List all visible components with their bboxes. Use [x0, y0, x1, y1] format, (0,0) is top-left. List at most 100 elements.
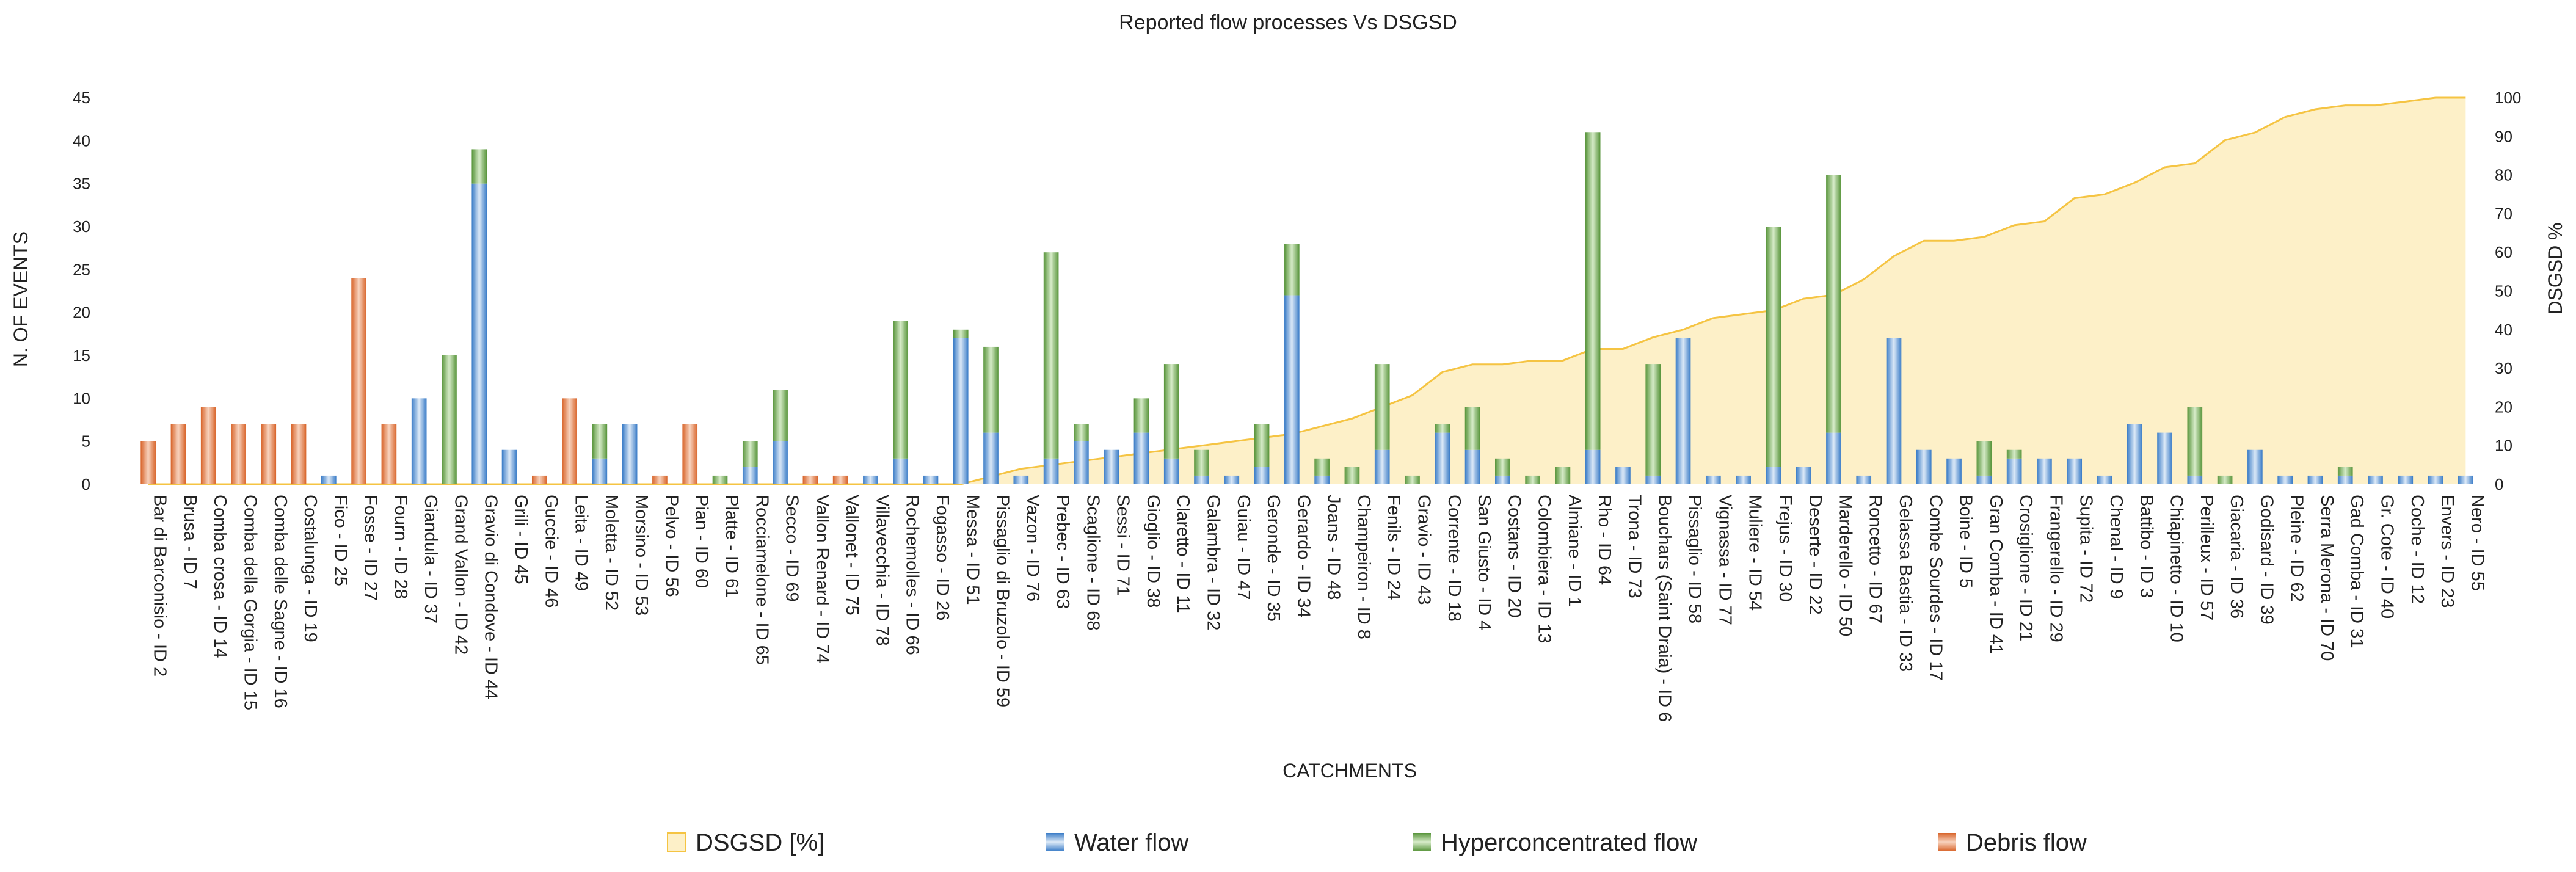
y2-tick-label: 90 [2495, 127, 2512, 145]
category-label: Pissaglio di Bruzolo - ID 59 [993, 495, 1013, 707]
water-flow-bar [1133, 432, 1149, 484]
category-label: Bar di Barconisio - ID 2 [150, 495, 170, 677]
category-label: Supita - ID 72 [2076, 495, 2096, 603]
legend-label: Hyperconcentrated flow [1441, 829, 1697, 856]
category-label: Fogasso - ID 26 [933, 495, 952, 620]
water-flow-bar [1826, 432, 1841, 484]
category-label: Gr. Cote - ID 40 [2378, 495, 2397, 619]
category-label: Costans - ID 20 [1504, 495, 1524, 617]
water-flow-bar [2337, 475, 2353, 484]
category-label: Vazon - ID 76 [1023, 495, 1042, 601]
category-label: Vallonet - ID 75 [842, 495, 862, 616]
category-label: Gioglio - ID 38 [1143, 495, 1163, 608]
water-flow-bar [1766, 467, 1781, 484]
category-label: Giandula - ID 37 [421, 495, 440, 623]
y2-axis-title: DSGSD % [2544, 222, 2566, 314]
category-label: Fico - ID 25 [330, 495, 350, 586]
category-label: Rochemolles - ID 66 [903, 495, 922, 655]
category-label: Vallon Renard - ID 74 [812, 495, 832, 664]
hyperconcentrated-flow-bar [1826, 175, 1841, 433]
category-label: Combe Sourdes - ID 17 [1926, 495, 1945, 681]
category-label: Frejus - ID 30 [1775, 495, 1795, 602]
water-flow-bar [1705, 475, 1721, 484]
category-label: Fenils - ID 24 [1384, 495, 1403, 600]
water-flow-bar [1495, 475, 1510, 484]
water-flow-bar [1074, 441, 1089, 484]
water-flow-bar [471, 183, 487, 484]
y-tick-label: 5 [82, 432, 90, 451]
water-flow-bar [773, 441, 788, 484]
y-tick-label: 10 [73, 389, 90, 407]
water-flow-bar [501, 449, 517, 484]
water-flow-bar [2398, 475, 2414, 484]
legend-swatch [667, 832, 686, 852]
water-flow-bar [1796, 467, 1811, 484]
debris-flow-bar [802, 475, 818, 484]
bar-layer [140, 132, 2473, 484]
category-label: Grili - ID 45 [511, 495, 531, 584]
hyperconcentrated-flow-bar [1133, 398, 1149, 433]
water-flow-bar [2368, 475, 2383, 484]
water-flow-bar [983, 432, 999, 484]
category-label: Almiane - ID 1 [1565, 495, 1584, 607]
hyperconcentrated-flow-bar [953, 329, 969, 338]
hyperconcentrated-flow-bar [1284, 244, 1300, 296]
category-label: Boine - ID 5 [1956, 495, 1976, 588]
category-label: Trona - ID 73 [1625, 495, 1644, 598]
water-flow-bar [1675, 338, 1691, 484]
hyperconcentrated-flow-bar [592, 424, 608, 459]
water-flow-bar [1194, 475, 1209, 484]
category-label: Colombiera - ID 13 [1535, 495, 1554, 643]
debris-flow-bar [170, 424, 186, 484]
hyperconcentrated-flow-bar [1314, 458, 1330, 476]
hyperconcentrated-flow-bar [2337, 467, 2353, 476]
hyperconcentrated-flow-bar [893, 321, 909, 459]
x-axis-title: CATCHMENTS [1283, 760, 1417, 782]
debris-flow-bar [832, 475, 848, 484]
legend: DSGSD [%] Water flow Hyperconcentrated flo… [667, 829, 2087, 856]
legend-swatch [1413, 833, 1431, 851]
water-flow-bar [1163, 458, 1179, 484]
hyperconcentrated-flow-bar [1194, 449, 1209, 476]
category-label: Vignassa - ID 77 [1715, 495, 1734, 625]
category-label: Pissaglio - ID 58 [1685, 495, 1705, 623]
category-label: Morsino - ID 53 [631, 495, 651, 616]
category-label: Sessi - ID 71 [1113, 495, 1133, 596]
y2-tick-label: 10 [2495, 437, 2512, 455]
y2-tick-label: 80 [2495, 166, 2512, 184]
category-label: Perilleux - ID 57 [2197, 495, 2216, 620]
y2-tick-label: 50 [2495, 282, 2512, 300]
water-flow-bar [1284, 295, 1300, 484]
water-flow-bar [1976, 475, 1992, 484]
category-label: Scaglione - ID 68 [1083, 495, 1102, 630]
category-label: Prebec - ID 63 [1053, 495, 1072, 609]
hyperconcentrated-flow-bar [1525, 475, 1540, 484]
category-label: Gerardo - ID 34 [1293, 495, 1313, 617]
dsgsd-area-layer [148, 96, 2466, 485]
category-label: Pelvo - ID 56 [661, 495, 681, 597]
category-label: Gran Comba - ID 41 [1986, 495, 2006, 654]
category-label: Moletta - ID 52 [602, 495, 621, 611]
category-label: Claretto - ID 11 [1173, 495, 1193, 613]
category-label: Secco - ID 69 [782, 495, 802, 602]
water-flow-bar [1886, 338, 1902, 484]
category-label: San Giusto - ID 4 [1474, 495, 1494, 630]
legend-label: DSGSD [%] [696, 829, 824, 856]
water-flow-bar [1856, 475, 1872, 484]
category-label: Villavecchia - ID 78 [872, 495, 892, 646]
y2-tick-label: 0 [2495, 475, 2503, 493]
water-flow-bar [2458, 475, 2473, 484]
water-flow-bar [893, 458, 909, 484]
water-flow-bar [1224, 475, 1240, 484]
category-label: Deserte - ID 22 [1805, 495, 1825, 615]
hyperconcentrated-flow-bar [1163, 364, 1179, 459]
hyperconcentrated-flow-bar [471, 149, 487, 184]
hyperconcentrated-flow-bar [742, 441, 758, 467]
water-flow-bar [1916, 449, 1932, 484]
category-label: Pian - ID 60 [692, 495, 711, 588]
water-flow-bar [1254, 467, 1270, 484]
debris-flow-bar [652, 475, 668, 484]
y2-tick-label: 60 [2495, 243, 2512, 261]
category-label: Frangerello - ID 29 [2046, 495, 2065, 642]
